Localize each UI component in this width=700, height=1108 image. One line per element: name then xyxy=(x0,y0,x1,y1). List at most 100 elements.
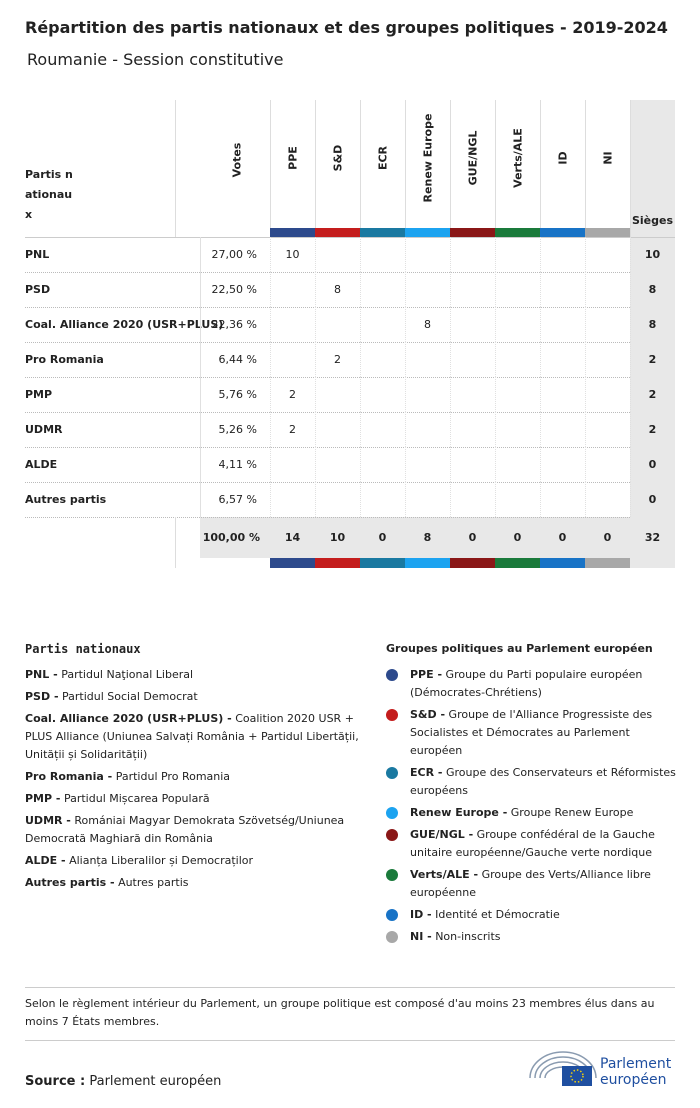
seats: 2 xyxy=(648,388,657,401)
party-name: Pro Romania xyxy=(25,353,104,366)
group-label: GUE/NGL xyxy=(466,130,479,186)
legend-dot xyxy=(386,829,398,841)
party-name: Autres partis xyxy=(25,493,107,506)
source: Source : Parlement européen xyxy=(25,1074,221,1089)
cell-line xyxy=(495,482,496,517)
legend-abbr: S&D - xyxy=(410,708,446,721)
group-seats: 8 xyxy=(424,318,431,331)
cell-line xyxy=(270,377,271,412)
seats: 8 xyxy=(648,283,657,296)
row-divider xyxy=(25,482,630,483)
legend-abbr: NI - xyxy=(410,930,432,943)
legend-desc: Alianța Liberalilor și Democraților xyxy=(69,854,254,867)
cell-line xyxy=(270,237,271,272)
title: Répartition des partis nationaux et des … xyxy=(25,18,668,37)
source-label: Source : xyxy=(25,1074,86,1089)
legend-item: Verts/ALE - Groupe des Verts/Alliance li… xyxy=(386,866,676,902)
cell-line xyxy=(495,342,496,377)
group-seats: 10 xyxy=(329,531,346,544)
legend-item: ID - Identité et Démocratie xyxy=(386,906,676,924)
cell-line xyxy=(200,307,201,342)
header-label: Sièges xyxy=(631,214,674,227)
cell-line xyxy=(360,272,361,307)
legend-desc: Partidul Social Democrat xyxy=(62,690,198,703)
group-label: ID xyxy=(556,151,569,165)
seats: 10 xyxy=(644,248,661,261)
cell-line xyxy=(495,237,496,272)
seats: 8 xyxy=(648,318,657,331)
legend-abbr: Renew Europe - xyxy=(410,806,508,819)
cell-line xyxy=(175,517,176,568)
legend-item: GUE/NGL - Groupe confédéral de la Gauche… xyxy=(386,826,676,862)
legend-item: ALDE - Alianța Liberalilor și Democrațil… xyxy=(25,852,360,870)
footnote: Selon le règlement intérieur du Parlemen… xyxy=(25,997,655,1028)
votes: 27,00 % xyxy=(211,248,257,261)
legend-item: PNL - Partidul Naţional Liberal xyxy=(25,666,360,684)
cell-line xyxy=(270,482,271,517)
party-name: PMP xyxy=(25,388,53,401)
group-seats: 0 xyxy=(378,531,387,544)
cell-line xyxy=(405,237,406,272)
group-seats: 2 xyxy=(334,353,341,366)
cell-line xyxy=(270,447,271,482)
cell-line xyxy=(540,482,541,517)
legend-abbr: ALDE - xyxy=(25,854,66,867)
header-label: Votes xyxy=(230,142,244,178)
cell-line xyxy=(540,307,541,342)
cell-line xyxy=(200,342,201,377)
seats: 32 xyxy=(644,531,661,544)
cell-line xyxy=(630,272,631,307)
cell-line xyxy=(360,307,361,342)
cell-line xyxy=(200,377,201,412)
group-seats: 8 xyxy=(334,283,341,296)
cell-line xyxy=(450,272,451,307)
legend-item: Renew Europe - Groupe Renew Europe xyxy=(386,804,676,822)
cell-line xyxy=(450,447,451,482)
party-name: ALDE xyxy=(25,458,58,471)
legend-abbr: Coal. Alliance 2020 (USR+PLUS) - xyxy=(25,712,232,725)
legend-item: Coal. Alliance 2020 (USR+PLUS) - Coaliti… xyxy=(25,710,360,764)
group-seats: 2 xyxy=(289,423,296,436)
legend-dot xyxy=(386,909,398,921)
header-line xyxy=(630,100,631,237)
header-line xyxy=(450,100,451,237)
group-label: S&D xyxy=(331,144,344,172)
legend-dot xyxy=(386,709,398,721)
cell-line xyxy=(450,237,451,272)
cell-line xyxy=(630,412,631,447)
cell-line xyxy=(360,412,361,447)
color-bar xyxy=(315,228,360,237)
color-bar xyxy=(495,558,540,568)
header-line xyxy=(540,100,541,237)
cell-line xyxy=(450,482,451,517)
cell-line xyxy=(360,342,361,377)
cell-line xyxy=(315,377,316,412)
divider xyxy=(25,1040,675,1041)
legend-item: PPE - Groupe du Parti populaire européen… xyxy=(386,666,676,702)
legend-dot xyxy=(386,931,398,943)
row-divider xyxy=(25,412,630,413)
cell-line xyxy=(200,482,201,517)
header-line xyxy=(175,100,176,237)
cell-line xyxy=(630,377,631,412)
header-label: Partis nationaux xyxy=(25,168,73,221)
cell-line xyxy=(495,307,496,342)
cell-line xyxy=(450,412,451,447)
row-divider xyxy=(25,307,630,308)
cell-line xyxy=(540,237,541,272)
legend-desc: Romániai Magyar Demokrata Szövetség/Uniu… xyxy=(25,814,345,845)
legend-desc: Coalition 2020 USR + PLUS Alliance (Uniu… xyxy=(25,712,359,761)
cell-line xyxy=(585,412,586,447)
legend-title: Groupes politiques au Parlement européen xyxy=(386,642,653,655)
cell-line xyxy=(450,342,451,377)
legend-abbr: ID - xyxy=(410,908,432,921)
legend-item: PSD - Partidul Social Democrat xyxy=(25,688,360,706)
party-name: PNL xyxy=(25,248,50,261)
legend-dot xyxy=(386,767,398,779)
legend-item: Pro Romania - Partidul Pro Romania xyxy=(25,768,360,786)
logo-icon xyxy=(529,1051,597,1086)
legend-abbr: PSD - xyxy=(25,690,59,703)
group-seats: 2 xyxy=(289,388,296,401)
seats-bg xyxy=(630,100,675,568)
cell-line xyxy=(540,412,541,447)
